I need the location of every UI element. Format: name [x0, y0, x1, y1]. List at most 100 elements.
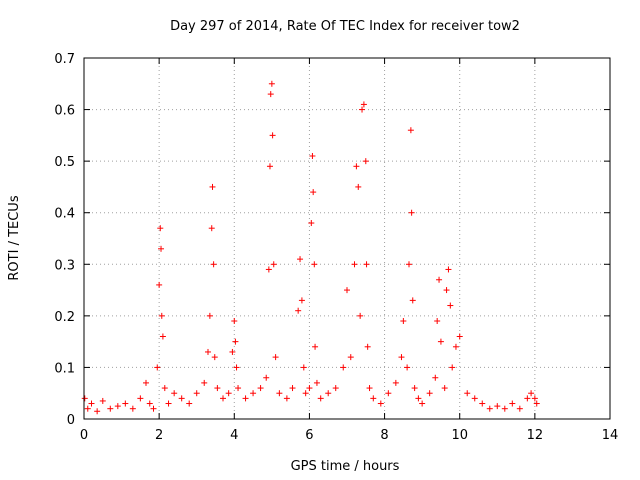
data-point	[366, 385, 373, 392]
data-point	[310, 189, 317, 196]
data-point	[206, 312, 213, 319]
data-point	[114, 403, 121, 410]
data-point	[479, 400, 486, 407]
data-point	[208, 225, 215, 232]
data-point	[99, 397, 106, 404]
data-point	[272, 354, 279, 361]
plot-frame	[83, 57, 611, 420]
data-point	[265, 266, 272, 273]
data-point	[269, 132, 276, 139]
data-point	[411, 385, 418, 392]
data-point	[84, 405, 91, 412]
data-point	[232, 338, 239, 345]
x-tick-label: 6	[305, 428, 313, 443]
data-point	[137, 395, 144, 402]
data-point	[447, 302, 454, 309]
data-point	[404, 364, 411, 371]
data-point	[464, 390, 471, 397]
data-point	[494, 403, 501, 410]
x-tick-label: 8	[380, 428, 388, 443]
data-point	[400, 318, 407, 325]
data-point	[186, 400, 193, 407]
data-point	[486, 405, 493, 412]
data-point	[289, 385, 296, 392]
x-axis-label: GPS time / hours	[291, 459, 400, 474]
data-point	[298, 297, 305, 304]
y-tick-label: 0.4	[54, 207, 75, 222]
data-point	[231, 318, 238, 325]
x-tick-label: 0	[80, 428, 88, 443]
data-point	[426, 390, 433, 397]
x-tick-label: 2	[155, 428, 163, 443]
data-point	[449, 364, 456, 371]
data-point	[220, 395, 227, 402]
data-point	[362, 158, 369, 165]
data-point	[211, 354, 218, 361]
data-point	[533, 400, 540, 407]
data-point	[405, 261, 412, 268]
data-point	[88, 400, 95, 407]
y-tick-label: 0.2	[54, 310, 75, 325]
data-point	[159, 333, 166, 340]
data-point	[276, 390, 283, 397]
y-tick-labels: 0 0.1 0.2 0.3 0.4 0.5 0.6 0.7	[54, 52, 75, 428]
data-point	[309, 152, 316, 159]
data-point	[436, 276, 443, 283]
data-point	[355, 183, 362, 190]
y-axis-label: ROTI / TECUs	[7, 195, 22, 280]
data-point	[415, 395, 422, 402]
chart-title: Day 297 of 2014, Rate Of TEC Index for r…	[170, 19, 520, 34]
data-point	[359, 106, 366, 113]
data-point	[419, 400, 426, 407]
y-tick-label: 0	[67, 413, 75, 428]
data-point	[193, 390, 200, 397]
data-points	[81, 80, 540, 415]
data-point	[306, 385, 313, 392]
data-point	[312, 343, 319, 350]
data-point	[165, 400, 172, 407]
data-point	[158, 312, 165, 319]
data-point	[452, 343, 459, 350]
data-point	[311, 261, 318, 268]
data-point	[156, 281, 163, 288]
data-point	[242, 395, 249, 402]
data-point	[313, 379, 320, 386]
data-point	[471, 395, 478, 402]
data-point	[81, 395, 88, 402]
data-point	[204, 348, 211, 355]
data-point	[456, 333, 463, 340]
data-point	[357, 312, 364, 319]
data-point	[370, 395, 377, 402]
data-point	[385, 390, 392, 397]
data-point	[325, 390, 332, 397]
data-point	[158, 245, 165, 252]
data-point	[229, 348, 236, 355]
data-point	[270, 261, 277, 268]
data-point	[516, 405, 523, 412]
data-point	[441, 385, 448, 392]
grid	[84, 58, 610, 419]
y-tick-label: 0.1	[54, 361, 75, 376]
data-point	[434, 318, 441, 325]
data-point	[509, 400, 516, 407]
data-point	[295, 307, 302, 314]
data-point	[347, 354, 354, 361]
data-point	[150, 405, 157, 412]
data-point	[107, 405, 114, 412]
data-point	[297, 256, 304, 263]
data-point	[257, 385, 264, 392]
data-point	[353, 163, 360, 170]
data-point	[317, 395, 324, 402]
data-point	[443, 287, 450, 294]
x-tick-label: 10	[451, 428, 468, 443]
data-point	[409, 297, 416, 304]
data-point	[360, 101, 367, 108]
data-point	[501, 405, 508, 412]
data-point	[332, 385, 339, 392]
data-point	[398, 354, 405, 361]
data-point	[161, 385, 168, 392]
data-point	[300, 364, 307, 371]
data-point	[531, 395, 538, 402]
data-point	[233, 364, 240, 371]
